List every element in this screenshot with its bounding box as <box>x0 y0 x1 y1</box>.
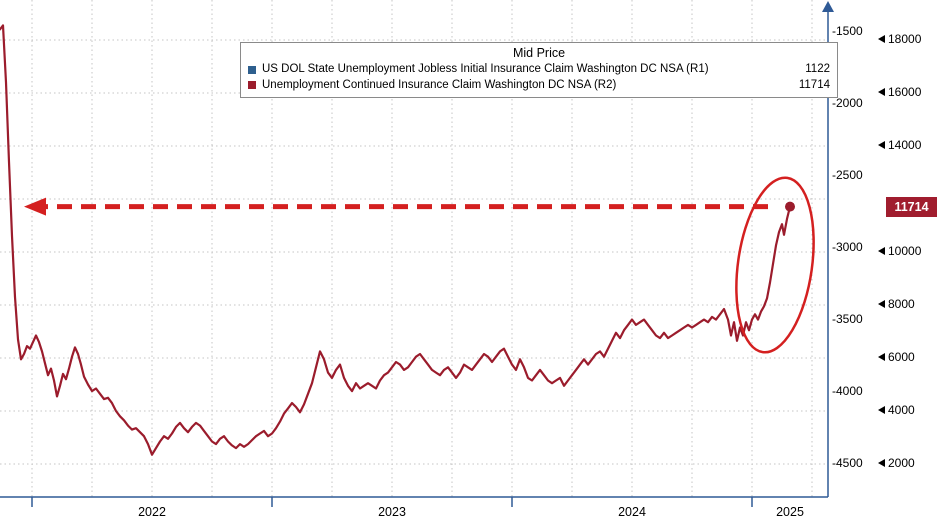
tick-value: 10000 <box>888 244 922 258</box>
y-axis-tick-label: 4000 <box>878 403 915 417</box>
axis-top-arrow-icon <box>822 1 834 12</box>
legend-value-initial-claims: 1122 <box>805 63 830 75</box>
year-tick-marks <box>31 497 753 507</box>
highlight-ellipse <box>735 176 815 354</box>
legend-box: Mid Price US DOL State Unemployment Jobl… <box>240 42 838 98</box>
tick-value: 8000 <box>888 297 915 311</box>
x-axis-tick-label: 2025 <box>776 505 804 519</box>
y-axis-tick-label: -4500 <box>832 456 863 470</box>
legend-label-continued-claims: Unemployment Continued Insurance Claim W… <box>262 78 617 91</box>
tick-value: 14000 <box>888 138 922 152</box>
last-price-badge: 11714 <box>886 197 937 217</box>
y-axis-tick-label: 10000 <box>878 244 921 258</box>
legend-value-continued-claims: 11714 <box>798 78 830 91</box>
legend-row-initial-claims: US DOL State Unemployment Jobless Initia… <box>248 62 830 78</box>
tick-value: 4000 <box>888 403 915 417</box>
y-axis-tick-label: -1500 <box>832 24 863 38</box>
arrow-head-icon <box>24 197 46 216</box>
y-axis-tick-label: 18000 <box>878 32 921 46</box>
continued-claims-line <box>0 24 792 456</box>
legend-row-continued-claims: Unemployment Continued Insurance Claim W… <box>248 78 830 94</box>
tick-value: 18000 <box>888 32 922 46</box>
legend-title: Mid Price <box>512 46 566 60</box>
tick-arrow-icon <box>878 353 885 361</box>
tick-value: 16000 <box>888 85 922 99</box>
y-axis-tick-label: 6000 <box>878 350 915 364</box>
grid-lines <box>0 0 828 497</box>
tick-arrow-icon <box>878 300 885 308</box>
last-point-dot <box>785 201 795 212</box>
y-axis-tick-label: 16000 <box>878 85 921 99</box>
tick-arrow-icon <box>878 88 885 96</box>
tick-value: 6000 <box>888 350 915 364</box>
y-axis-tick-label: -4000 <box>832 384 863 398</box>
y-axis-tick-label: 2000 <box>878 456 915 470</box>
tick-arrow-icon <box>878 247 885 255</box>
x-axis-tick-label: 2023 <box>378 505 406 519</box>
y-axis-tick-label: -3000 <box>832 240 863 254</box>
tick-value: 2000 <box>888 456 915 470</box>
series-swatch-continued-claims <box>248 81 256 90</box>
series-swatch-initial-claims <box>248 65 256 74</box>
y-axis-tick-label: 14000 <box>878 138 921 152</box>
y-axis-tick-label: -2500 <box>832 168 863 182</box>
y-axis-tick-label: 8000 <box>878 297 915 311</box>
tick-arrow-icon <box>878 35 885 43</box>
y-axis-tick-label: -3500 <box>832 312 863 326</box>
x-axis-tick-label: 2024 <box>618 505 646 519</box>
legend-label-initial-claims: US DOL State Unemployment Jobless Initia… <box>262 63 709 75</box>
x-axis-tick-label: 2022 <box>138 505 166 519</box>
y-axis-tick-label: -2000 <box>832 96 863 110</box>
tick-arrow-icon <box>878 459 885 467</box>
tick-arrow-icon <box>878 406 885 414</box>
tick-arrow-icon <box>878 141 885 149</box>
